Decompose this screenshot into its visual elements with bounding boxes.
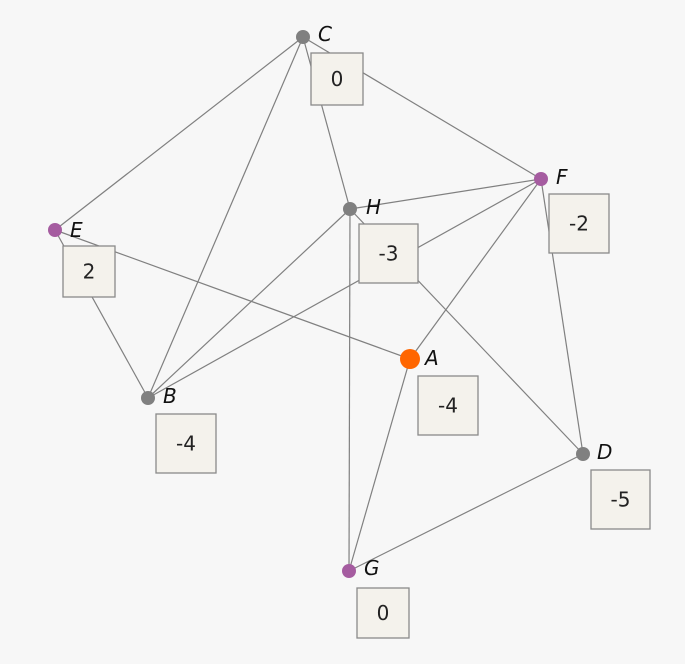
edge-f-a: [409, 178, 542, 360]
value-box-b: -4: [155, 413, 217, 474]
value-box-frame: [62, 245, 116, 298]
value-box-d: -5: [590, 469, 651, 530]
value-label-g: 0: [377, 601, 390, 625]
node-name-d: D: [597, 440, 612, 464]
value-box-a: -4: [417, 375, 479, 436]
value-label-d: -5: [611, 488, 631, 512]
node-name-a: A: [423, 346, 439, 370]
node-name-b: B: [163, 384, 177, 408]
edge-h-g: [348, 208, 351, 572]
edge-h-b: [147, 208, 351, 399]
node-name-e: E: [70, 218, 83, 242]
node-b[interactable]: [141, 391, 155, 405]
value-box-f: -2: [548, 193, 610, 254]
value-label-e: 2: [83, 260, 96, 284]
value-label-a: -4: [438, 394, 458, 418]
value-label-f: -2: [569, 212, 589, 236]
node-name-h: H: [366, 195, 381, 219]
value-label-c: 0: [331, 67, 344, 91]
node-c[interactable]: [296, 30, 310, 44]
node-h[interactable]: [343, 202, 357, 216]
edge-f-b: [147, 178, 542, 399]
value-box-c: 0: [310, 52, 364, 106]
value-label-h: -3: [379, 242, 399, 266]
edge-c-e: [54, 36, 304, 231]
nodes-layer: A B C D E F G H: [48, 22, 612, 580]
node-name-f: F: [556, 165, 568, 189]
value-box-g: 0: [356, 587, 410, 639]
value-box-frame: [356, 587, 410, 639]
value-box-h: -3: [358, 223, 419, 284]
edges-layer: [54, 36, 584, 572]
value-box-e: 2: [62, 245, 116, 298]
node-g[interactable]: [342, 564, 356, 578]
value-box-frame: [358, 223, 419, 284]
node-d[interactable]: [576, 447, 590, 461]
value-boxes-layer: -4 -4 0 -5 2 -2 0 -3: [62, 52, 651, 639]
value-box-frame: [155, 413, 217, 474]
value-box-frame: [548, 193, 610, 254]
value-label-b: -4: [176, 432, 196, 456]
value-box-frame: [417, 375, 479, 436]
edge-h-f: [349, 178, 542, 210]
node-e[interactable]: [48, 223, 62, 237]
edge-d-g: [348, 453, 584, 572]
edge-f-d: [540, 178, 584, 455]
node-f[interactable]: [534, 172, 548, 186]
value-box-frame: [590, 469, 651, 530]
edge-a-g: [348, 358, 411, 572]
edge-c-b: [147, 36, 304, 399]
node-a[interactable]: [400, 349, 420, 369]
node-name-c: C: [318, 22, 332, 46]
value-box-frame: [310, 52, 364, 106]
node-name-g: G: [364, 556, 380, 580]
